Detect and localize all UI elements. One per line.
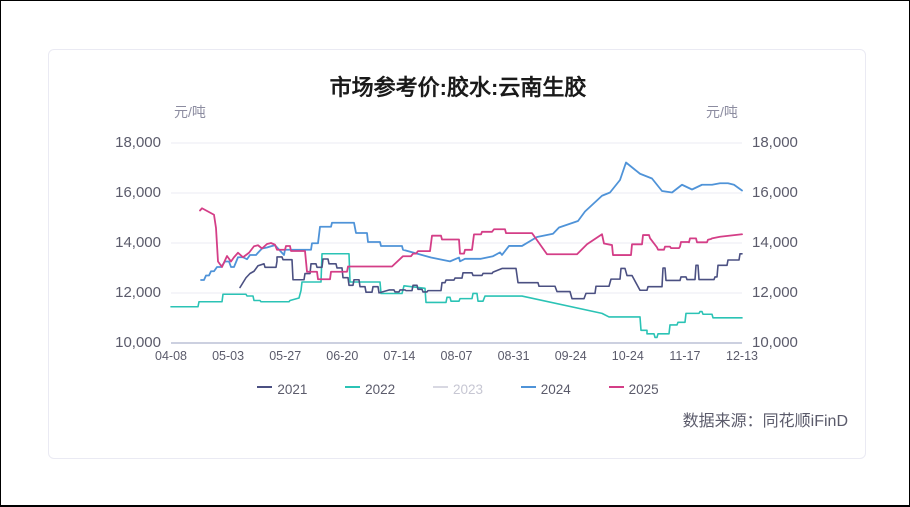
svg-text:06-20: 06-20	[326, 349, 358, 363]
svg-text:09-24: 09-24	[555, 349, 587, 363]
svg-text:10-24: 10-24	[612, 349, 644, 363]
svg-text:07-14: 07-14	[383, 349, 415, 363]
svg-text:18,000: 18,000	[115, 134, 161, 151]
svg-text:05-27: 05-27	[269, 349, 301, 363]
svg-text:12,000: 12,000	[752, 284, 798, 301]
svg-text:08-31: 08-31	[498, 349, 530, 363]
svg-text:10,000: 10,000	[752, 334, 798, 351]
svg-text:16,000: 16,000	[115, 184, 161, 201]
svg-text:18,000: 18,000	[752, 134, 798, 151]
svg-text:12,000: 12,000	[115, 284, 161, 301]
svg-text:14,000: 14,000	[752, 234, 798, 251]
svg-text:05-03: 05-03	[212, 349, 244, 363]
svg-text:14,000: 14,000	[115, 234, 161, 251]
svg-text:04-08: 04-08	[155, 349, 187, 363]
svg-text:11-17: 11-17	[669, 349, 700, 363]
svg-text:16,000: 16,000	[752, 184, 798, 201]
svg-text:12-13: 12-13	[726, 349, 758, 363]
svg-text:08-07: 08-07	[441, 349, 473, 363]
